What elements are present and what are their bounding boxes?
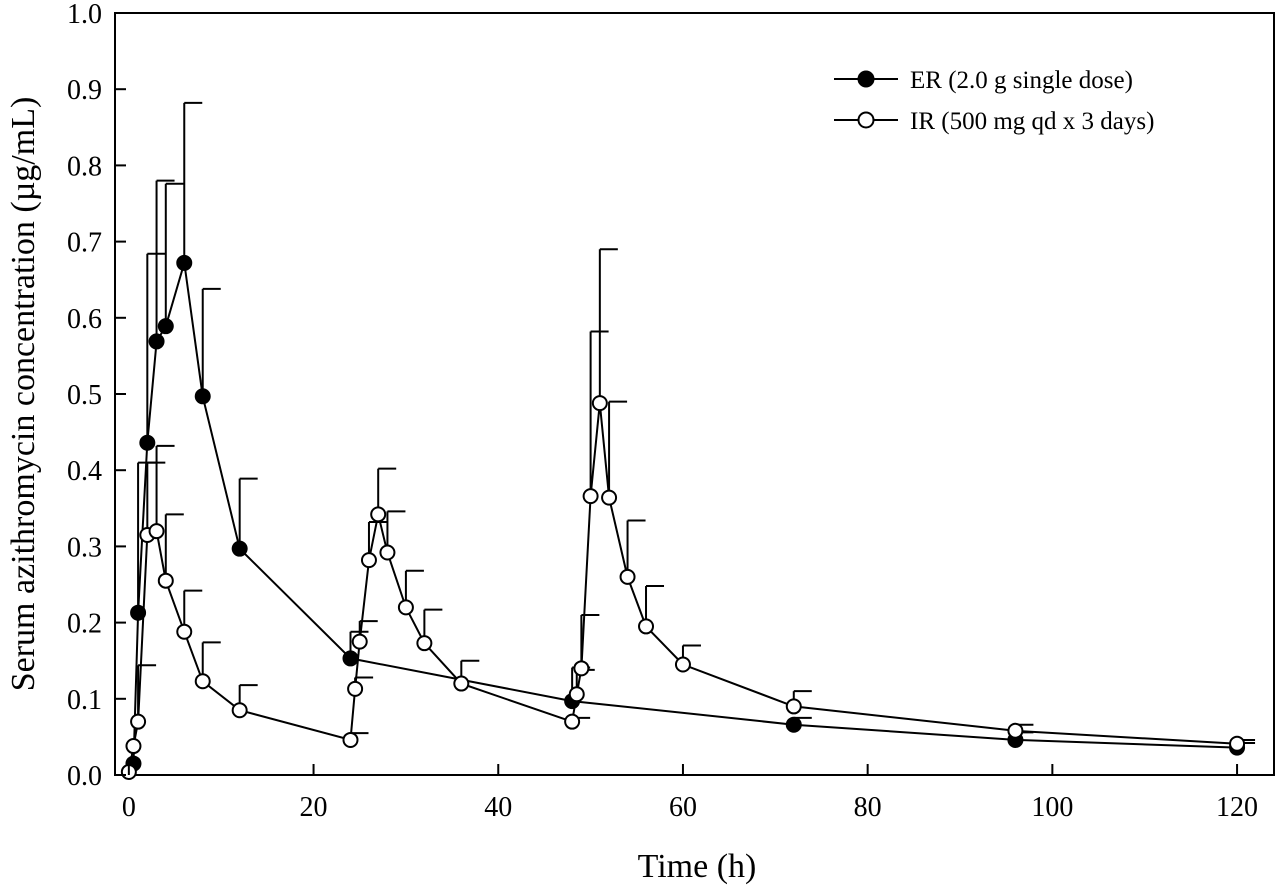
data-point-ir: [601, 489, 618, 506]
data-point-ir: [125, 738, 142, 755]
x-axis: 0 20 40 60 80 100 120: [122, 764, 1258, 823]
data-point-ir: [194, 673, 211, 690]
data-point-er: [139, 434, 156, 451]
data-point-ir: [638, 618, 655, 635]
data-point-er: [157, 318, 174, 335]
data-point-ir: [397, 599, 414, 616]
data-point-ir: [130, 713, 147, 730]
y-tick-label: 0.6: [67, 304, 102, 335]
legend-marker-ir: [857, 111, 875, 129]
series-line-ir: [127, 403, 1238, 773]
data-point-ir: [379, 544, 396, 561]
y-tick-label: 0.8: [67, 151, 102, 182]
data-point-ir: [785, 698, 802, 715]
data-point-er: [130, 604, 147, 621]
y-tick-label: 1.0: [67, 0, 102, 30]
data-point-ir: [157, 572, 174, 589]
y-axis-title: Serum azithromycin concentration (µg/mL): [5, 97, 42, 692]
data-point-ir: [370, 506, 387, 523]
y-tick-label: 0.2: [67, 609, 102, 640]
data-point-er: [148, 333, 165, 350]
data-point-ir: [453, 675, 470, 692]
x-tick-label: 0: [122, 792, 136, 823]
data-point-er: [342, 650, 359, 667]
x-tick-label: 60: [669, 792, 697, 823]
y-tick-label: 0.7: [67, 228, 102, 259]
legend-marker-er: [857, 70, 875, 88]
series-lines: [127, 262, 1238, 773]
data-point-ir: [1007, 722, 1024, 739]
data-point-ir: [416, 635, 433, 652]
data-point-ir: [360, 552, 377, 569]
error-bars: [137, 101, 1256, 748]
y-tick-label: 0.4: [67, 456, 102, 487]
legend: ER (2.0 g single dose) IR (500 mg qd x 3…: [834, 67, 1154, 135]
y-tick-label: 0.5: [67, 380, 102, 411]
markers: [120, 254, 1246, 780]
y-tick-label: 0.9: [67, 75, 102, 106]
data-point-ir: [342, 731, 359, 748]
data-point-ir: [619, 568, 636, 585]
data-point-ir: [591, 395, 608, 412]
data-point-er: [194, 388, 211, 405]
data-point-er: [785, 716, 802, 733]
data-point-ir: [231, 702, 248, 719]
data-point-ir: [568, 686, 585, 703]
data-point-ir: [148, 523, 165, 540]
x-tick-label: 80: [854, 792, 882, 823]
x-axis-title: Time (h): [638, 848, 757, 885]
x-tick-label: 120: [1216, 792, 1258, 823]
legend-label-er: ER (2.0 g single dose): [910, 67, 1133, 94]
y-axis: 0.0 0.1 0.2 0.3 0.4 0.5 0.6 0.7 0.8 0.9 1.0: [67, 0, 126, 792]
x-tick-label: 100: [1031, 792, 1073, 823]
data-point-ir: [573, 660, 590, 677]
legend-label-ir: IR (500 mg qd x 3 days): [910, 108, 1154, 135]
data-point-ir: [582, 488, 599, 505]
y-tick-label: 0.3: [67, 532, 102, 563]
y-tick-label: 0.1: [67, 685, 102, 716]
x-tick-label: 40: [484, 792, 512, 823]
data-point-ir: [1229, 735, 1246, 752]
data-point-er: [176, 254, 193, 271]
series-line-er: [132, 262, 1238, 764]
x-tick-label: 20: [300, 792, 328, 823]
data-point-ir: [176, 623, 193, 640]
data-point-er: [231, 540, 248, 557]
y-tick-label: 0.0: [67, 761, 102, 792]
data-point-ir: [564, 713, 581, 730]
data-point-ir: [347, 680, 364, 697]
data-point-ir: [674, 656, 691, 673]
data-point-ir: [351, 633, 368, 650]
